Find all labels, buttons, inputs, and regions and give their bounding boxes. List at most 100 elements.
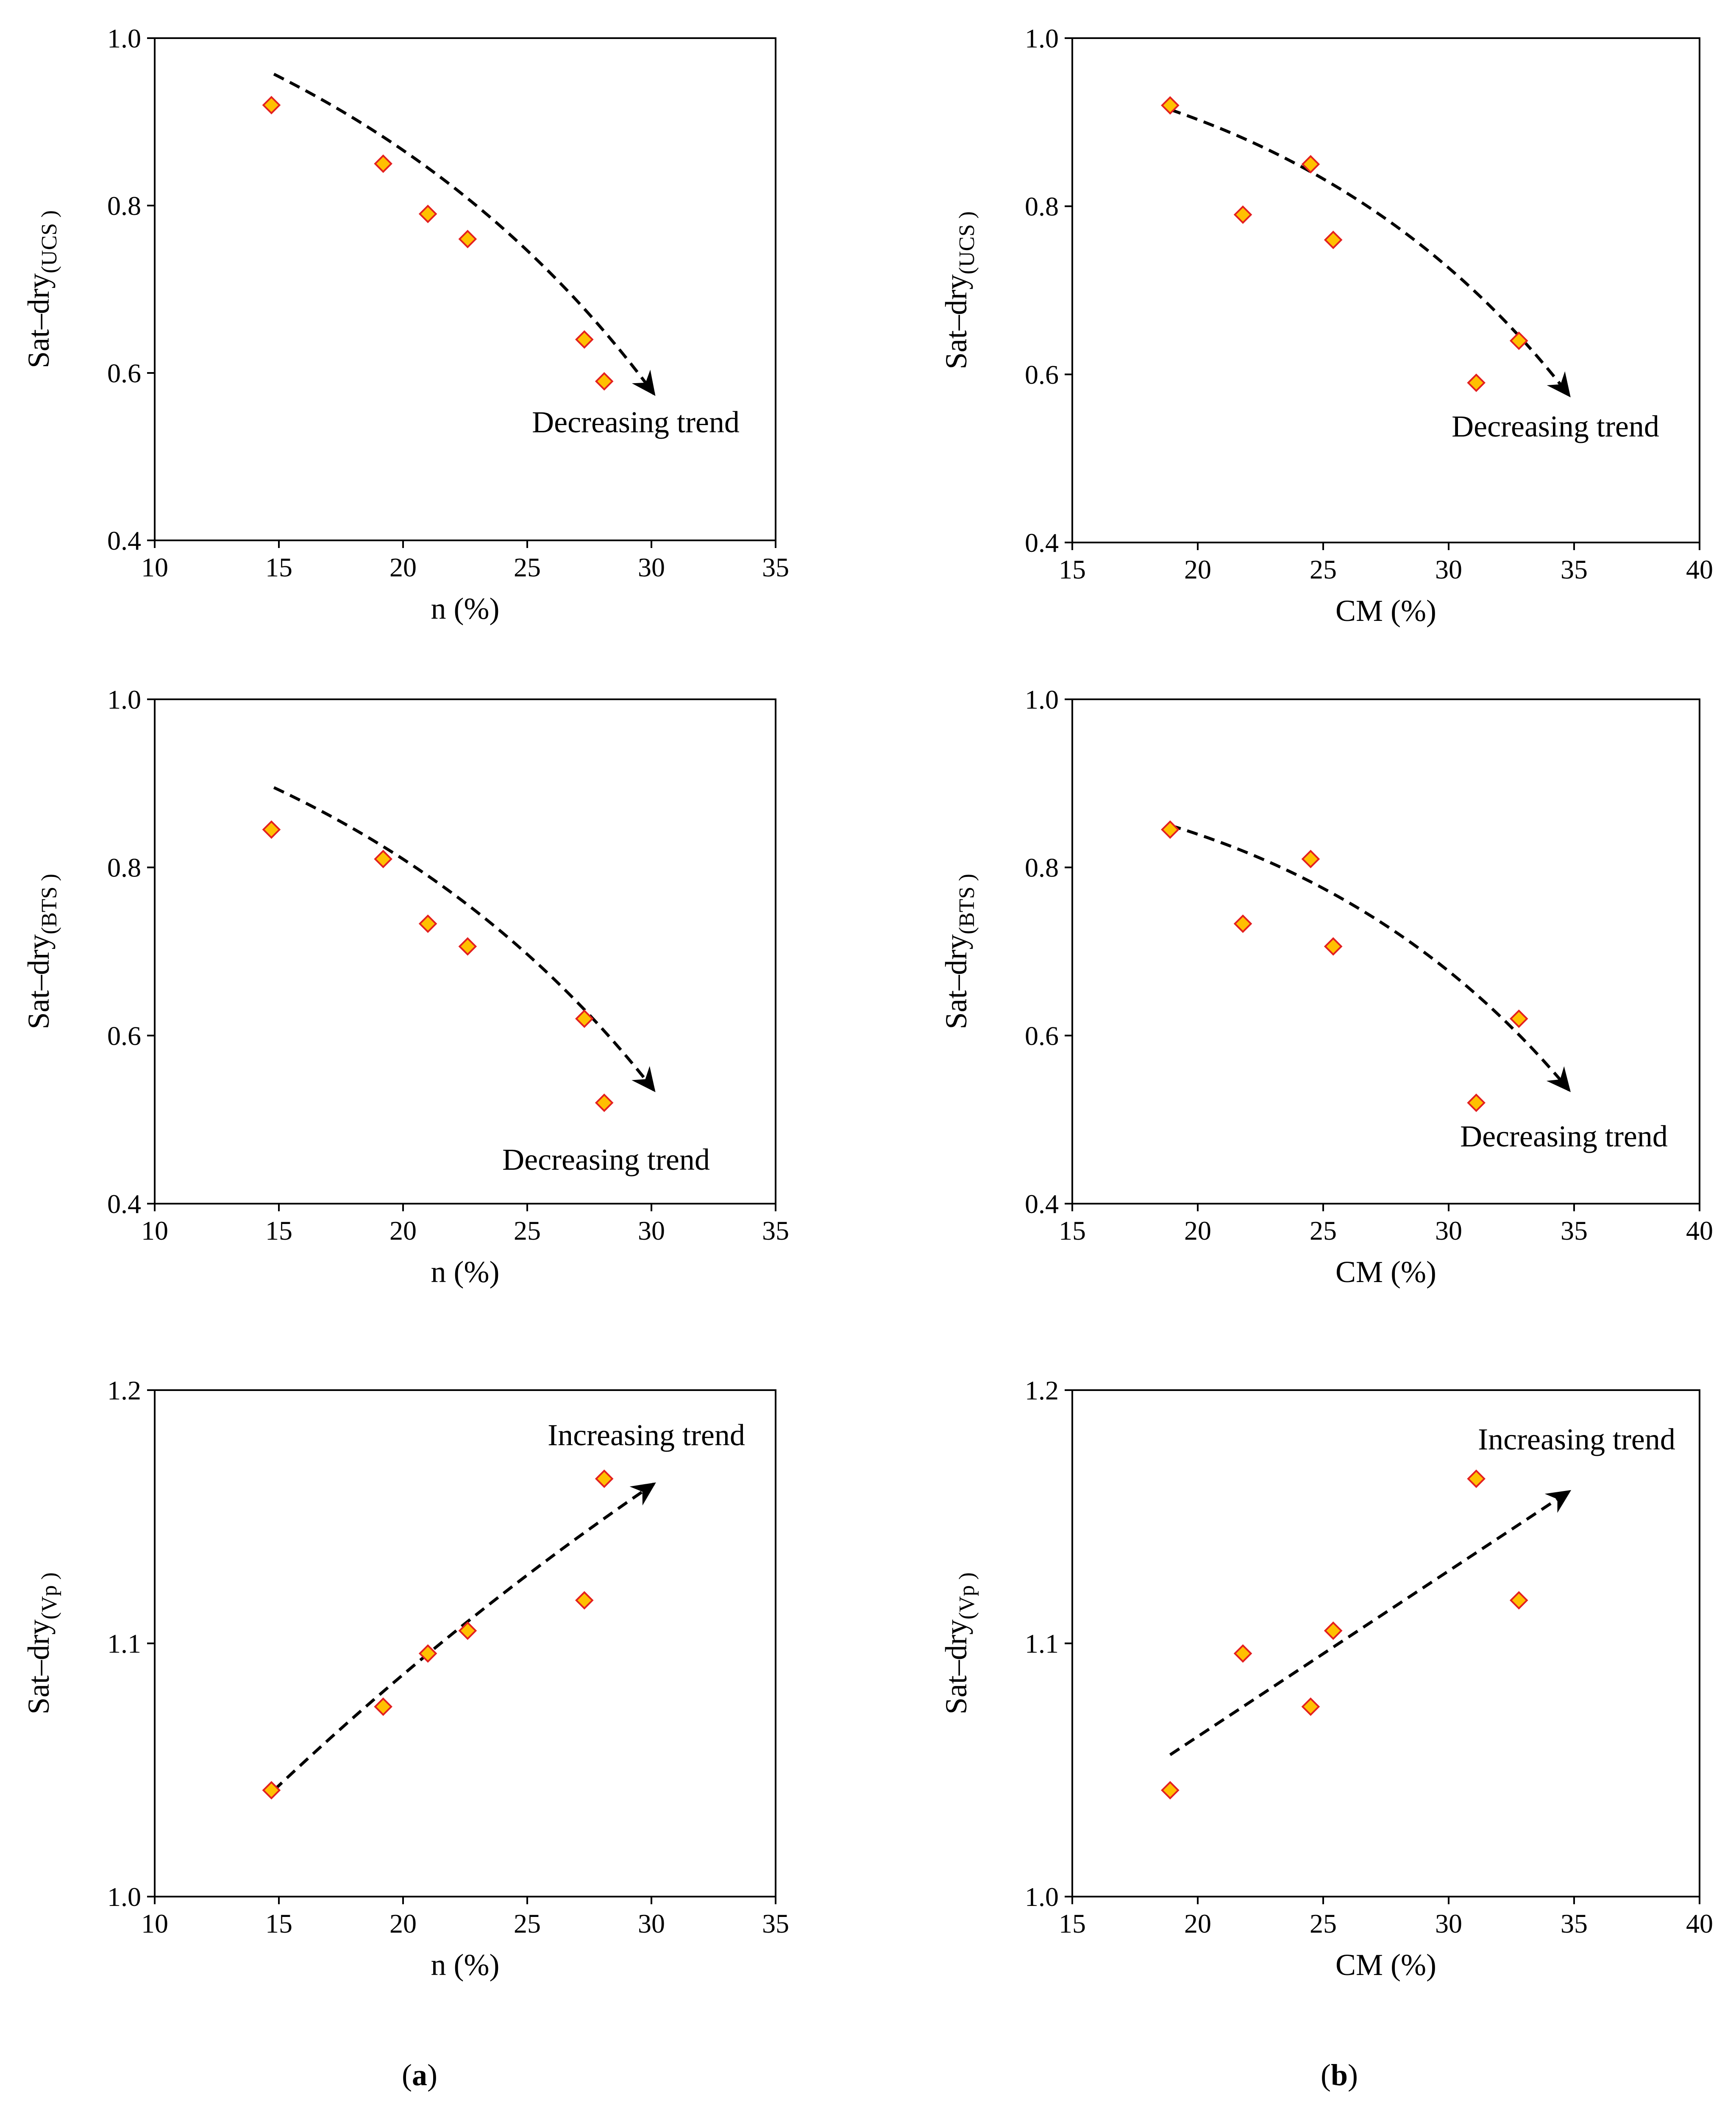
data-point	[1467, 1469, 1486, 1488]
y-tick-label: 1.1	[1025, 1629, 1059, 1659]
panel-label-a: (a)	[402, 2058, 437, 2092]
data-point	[1509, 1009, 1528, 1028]
data-point	[262, 96, 281, 114]
chart-4: 15 20 25 30 35 40 0.4 0.6 0.8 1.0 CM (%) Sat–dry(BT…	[939, 684, 1713, 1289]
x-tick-label: 25	[1310, 554, 1337, 584]
data-point	[1161, 820, 1180, 839]
x-tick-label: 15	[1059, 1216, 1086, 1246]
x-tick-label: 25	[1310, 1908, 1337, 1939]
data-point	[374, 1697, 392, 1716]
x-tick-label: 30	[638, 1908, 665, 1939]
trend-annotation: Increasing trend	[548, 1418, 745, 1452]
x-tick-label: 25	[514, 1908, 541, 1939]
data-point	[1301, 1697, 1320, 1716]
y-tick-label: 1.0	[1025, 1882, 1059, 1912]
data-point	[1233, 1644, 1252, 1663]
data-point	[1301, 850, 1320, 868]
x-axis-label: CM (%)	[1335, 1948, 1436, 1982]
data-point	[1161, 96, 1180, 115]
x-tick-label: 15	[265, 552, 292, 582]
data-point	[595, 372, 614, 391]
x-tick-label: 15	[265, 1908, 292, 1939]
y-tick-label: 0.6	[1025, 359, 1059, 389]
y-tick-label: 0.8	[1025, 192, 1059, 222]
data-point	[374, 154, 392, 173]
x-axis-label: n (%)	[431, 1948, 500, 1982]
data-point	[1324, 937, 1343, 956]
y-tick-label: 1.0	[1025, 684, 1059, 715]
x-tick-label: 35	[1561, 554, 1588, 584]
x-tick-label: 10	[141, 1216, 168, 1246]
data-point	[1509, 1591, 1528, 1610]
x-tick-label: 35	[762, 1216, 789, 1246]
y-axis-label: Sat–dry(BTS )	[939, 874, 979, 1029]
data-point	[1233, 205, 1252, 224]
x-tick-label: 40	[1686, 1908, 1713, 1939]
trend-arrow	[273, 72, 656, 396]
plot-frame	[154, 37, 776, 541]
y-tick-label: 0.4	[1025, 1189, 1059, 1219]
y-axis-label: Sat–dry(UCS )	[939, 211, 979, 370]
data-point	[262, 820, 281, 839]
plot-frame	[1071, 37, 1700, 543]
x-tick-label: 25	[1310, 1216, 1337, 1246]
data-point	[575, 1591, 594, 1610]
trend-annotation: Decreasing trend	[1452, 409, 1659, 443]
x-tick-label: 35	[762, 1908, 789, 1939]
x-tick-label: 35	[1561, 1216, 1588, 1246]
data-point	[1509, 331, 1528, 350]
trend-annotation: Increasing trend	[1478, 1422, 1675, 1456]
y-tick-label: 1.0	[1025, 23, 1059, 53]
x-tick-label: 25	[514, 552, 541, 582]
charts-container: 10 15 20 25 30 35 0.4 0.6 0.8 1.0 n (%) Sat–dry(UCS…	[22, 23, 1713, 1982]
x-tick-label: 35	[1561, 1908, 1588, 1939]
x-tick-label: 15	[1059, 554, 1086, 584]
x-axis-label: CM (%)	[1335, 1255, 1436, 1289]
x-tick-label: 20	[389, 1908, 417, 1939]
trend-annotation: Decreasing trend	[502, 1143, 710, 1177]
y-tick-label: 0.6	[107, 358, 141, 388]
x-axis-label: n (%)	[431, 592, 500, 626]
data-point	[418, 1644, 437, 1663]
x-tick-label: 30	[638, 552, 665, 582]
data-point	[1161, 1781, 1180, 1800]
x-tick-label: 30	[1435, 554, 1462, 584]
x-tick-label: 10	[141, 552, 168, 582]
y-tick-label: 0.6	[1025, 1021, 1059, 1051]
y-tick-label: 1.0	[107, 684, 141, 715]
x-tick-label: 20	[389, 1216, 417, 1246]
trend-arrow	[273, 786, 656, 1092]
data-point	[575, 1009, 594, 1028]
trend-arrow	[1169, 824, 1571, 1092]
y-axis-label: Sat–dry(Vp )	[22, 1572, 61, 1714]
plot-frame	[154, 698, 776, 1204]
chart-6: 15 20 25 30 35 40 1.0 1.1 1.2 CM (%) Sat–dry(Vp ) I…	[939, 1375, 1713, 1982]
x-tick-label: 35	[762, 552, 789, 582]
y-tick-label: 1.2	[107, 1375, 141, 1405]
data-point	[1324, 1621, 1343, 1640]
x-tick-label: 10	[141, 1908, 168, 1939]
data-point	[1233, 914, 1252, 933]
plot-frame	[1071, 1389, 1700, 1897]
x-tick-label: 30	[638, 1216, 665, 1246]
trend-arrow	[1169, 1490, 1572, 1756]
y-tick-label: 0.4	[107, 1189, 141, 1219]
plot-frame	[154, 1389, 776, 1897]
y-tick-label: 1.0	[107, 23, 141, 53]
trend-arrow	[1169, 108, 1571, 398]
chart-3: 10 15 20 25 30 35 0.4 0.6 0.8 1.0 n (%) Sat–dry(BTS…	[22, 684, 789, 1289]
data-point	[458, 937, 477, 956]
x-tick-label: 40	[1686, 1216, 1713, 1246]
panel-label-b: (b)	[1321, 2058, 1358, 2092]
data-point	[418, 914, 437, 933]
x-tick-label: 30	[1435, 1908, 1462, 1939]
data-point	[418, 204, 437, 223]
x-tick-label: 20	[1184, 1216, 1211, 1246]
trend-annotation: Decreasing trend	[1460, 1119, 1668, 1153]
x-axis-label: n (%)	[431, 1255, 500, 1289]
y-axis-label: Sat–dry(Vp )	[939, 1572, 979, 1714]
y-tick-label: 0.8	[1025, 853, 1059, 883]
y-tick-label: 0.6	[107, 1021, 141, 1051]
data-point	[595, 1469, 614, 1488]
